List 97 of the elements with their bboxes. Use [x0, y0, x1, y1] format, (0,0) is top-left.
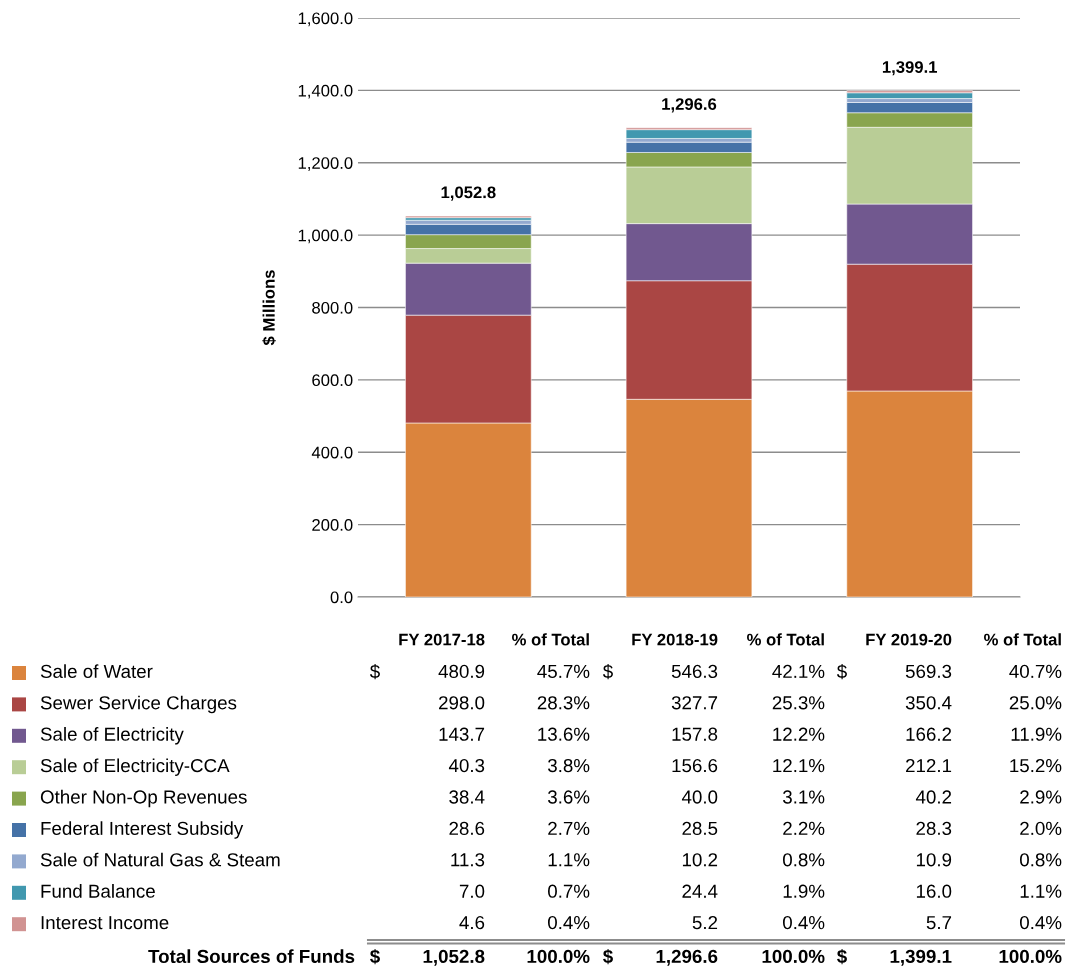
text: 0.8%: [783, 853, 825, 867]
data-label: 212.1: [906, 758, 952, 773]
data-label: 298.0: [439, 696, 485, 710]
data-label: 24.4: [682, 884, 718, 898]
legend-label: Fund Balance: [41, 884, 155, 898]
text: 100.0%: [999, 949, 1062, 964]
y-tick-label: 1,400.0: [298, 84, 353, 99]
text: 2.9%: [1020, 790, 1062, 804]
text: 15.2%: [1010, 758, 1062, 773]
bar: [625, 129, 753, 139]
legend-label: Sewer Service Charges: [40, 695, 237, 714]
x-tick-label: FY 2018-19: [632, 633, 718, 646]
data-label: 38.4: [449, 790, 485, 804]
text: $: [602, 663, 613, 680]
y-axis-title: $ Millions: [262, 270, 276, 346]
text: 28.3%: [537, 696, 590, 710]
text: 2.2%: [783, 821, 825, 835]
legend-label: Sale of Electricity: [40, 727, 184, 745]
legend-label: Interest Income: [41, 916, 169, 930]
text: 12.1%: [773, 758, 825, 773]
data-label: 10.9: [916, 853, 952, 867]
data-label: 327.7: [671, 696, 718, 710]
data-label: 16.0: [916, 884, 952, 898]
data-label: 5.2: [692, 915, 718, 930]
legend-label: Other Non-Op Revenues: [40, 789, 247, 808]
y-tick-label: 1,600.0: [298, 12, 353, 27]
data-label: 166.2: [906, 727, 952, 741]
y-tick-label: 600.0: [312, 374, 353, 387]
y-tick-label: 1,200.0: [298, 157, 353, 171]
data-label: 28.6: [449, 821, 485, 836]
data-label: 28.3: [916, 821, 952, 836]
text: 1,296.6: [656, 949, 718, 966]
legend-label: Sale of Natural Gas & Steam: [40, 852, 280, 867]
text: 3.1%: [782, 790, 825, 804]
text: 3.6%: [547, 790, 590, 804]
data-label: 143.7: [439, 727, 485, 741]
text: 0.7%: [548, 884, 590, 898]
total-label: 1,399.1: [882, 61, 938, 76]
text: 0.4%: [548, 915, 590, 930]
legend-label: Sale of Water: [40, 664, 153, 679]
y-tick-label: 200.0: [312, 519, 353, 531]
text: $: [370, 948, 380, 965]
data-label: 40.2: [915, 790, 952, 804]
text: 1.1%: [1020, 884, 1062, 898]
y-tick-label: 1,000.0: [298, 229, 353, 244]
text: 2.7%: [548, 821, 590, 835]
data-label: 40.0: [681, 790, 718, 804]
text: 0.8%: [1020, 853, 1062, 867]
y-tick-label: 0.0: [330, 591, 353, 604]
x-tick-label: FY 2017-18: [399, 633, 485, 646]
legend-label: Federal Interest Subsidy: [41, 821, 244, 839]
text: Total Sources of Funds: [148, 949, 355, 964]
text: % of Total: [747, 633, 824, 646]
text: 1,052.8: [423, 949, 485, 966]
text: $: [369, 663, 380, 680]
data-label: 569.3: [905, 664, 952, 679]
text: 3.8%: [547, 758, 590, 773]
text: 40.7%: [1009, 664, 1062, 679]
text: $: [603, 948, 613, 965]
text: 45.7%: [537, 664, 590, 679]
data-label: 4.6: [459, 915, 485, 930]
text: 11.9%: [1011, 727, 1062, 741]
text: % of Total: [512, 633, 589, 646]
data-label: 40.3: [448, 758, 485, 773]
text: 1,399.1: [890, 949, 952, 966]
text: 25.3%: [772, 696, 825, 710]
text: 2.0%: [1020, 821, 1062, 836]
total-label: 1,296.6: [662, 98, 717, 113]
data-label: 157.8: [672, 727, 718, 741]
y-tick-label: 800.0: [312, 301, 353, 314]
text: 25.0%: [1009, 696, 1062, 710]
data-label: 5.7: [926, 916, 952, 930]
data-label: 7.0: [459, 884, 485, 898]
y-tick-label: 400.0: [311, 446, 353, 459]
text: $: [836, 663, 847, 680]
text: 100.0%: [762, 949, 825, 964]
data-label: 28.5: [682, 821, 718, 836]
data-label: 546.3: [671, 664, 718, 679]
legend-label: Sale of Electricity-CCA: [40, 758, 230, 776]
data-label: 11.3: [451, 853, 485, 867]
text: 1.9%: [783, 884, 825, 898]
text: 1.1%: [548, 853, 590, 867]
text: % of Total: [984, 633, 1061, 646]
text: 13.6%: [538, 727, 590, 741]
bar: [846, 92, 973, 99]
text: 42.1%: [772, 664, 825, 678]
text: 0.4%: [783, 915, 825, 930]
total-label: 1,052.8: [441, 186, 496, 201]
x-tick-label: FY 2019-20: [866, 633, 952, 646]
text: 100.0%: [527, 949, 590, 964]
data-label: 156.6: [672, 758, 718, 773]
data-label: 480.9: [438, 664, 485, 679]
text: $: [837, 948, 847, 965]
data-label: 350.4: [905, 696, 952, 710]
data-label: 10.2: [682, 853, 718, 867]
text: 12.2%: [773, 727, 825, 741]
text: 0.4%: [1020, 915, 1062, 930]
